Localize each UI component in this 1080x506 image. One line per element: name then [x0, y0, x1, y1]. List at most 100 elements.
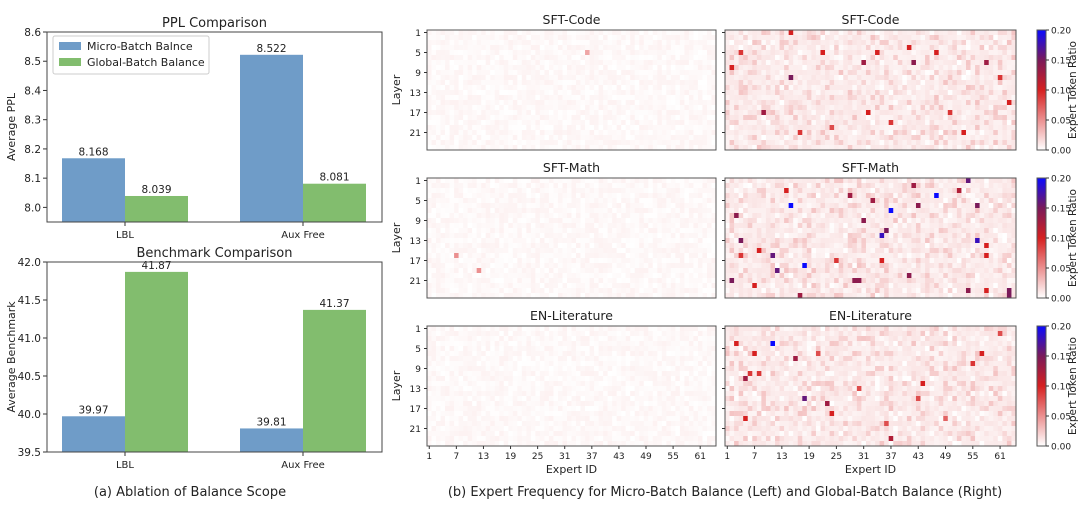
- heatmap-cell: [961, 183, 967, 189]
- heatmap-cell: [865, 85, 871, 91]
- heatmap-cell: [788, 120, 794, 126]
- heatmap-cell: [770, 183, 776, 189]
- heatmap-cell: [775, 178, 780, 184]
- heatmap-cell: [481, 188, 487, 194]
- heatmap-cell: [639, 263, 645, 269]
- heatmap-cell: [847, 60, 853, 66]
- heatmap-cell: [997, 135, 1003, 141]
- heatmap-cell: [467, 110, 473, 116]
- heatmap-cell: [747, 50, 753, 56]
- heatmap-cell: [688, 243, 694, 249]
- heatmap-cell: [467, 293, 473, 299]
- heatmap-cell: [657, 263, 663, 269]
- heatmap-cell: [494, 75, 500, 81]
- heatmap-cell: [557, 30, 563, 36]
- heatmap-cell: [1011, 178, 1017, 184]
- heatmap-cell: [481, 203, 487, 209]
- heatmap-cell: [1011, 120, 1017, 126]
- heatmap-cell: [943, 40, 949, 46]
- heatmap-cell: [952, 100, 958, 106]
- heatmap-cell: [765, 35, 771, 41]
- heatmap-cell: [679, 273, 685, 279]
- heatmap-cell: [535, 80, 541, 86]
- heatmap-cell: [993, 193, 999, 199]
- heatmap-cell: [965, 105, 971, 111]
- heatmap-cell: [838, 30, 844, 36]
- heatmap-cell: [594, 100, 599, 106]
- heatmap-cell: [481, 228, 487, 234]
- heatmap-cell: [938, 95, 944, 101]
- heatmap-cell: [797, 188, 803, 194]
- heatmap-cell: [697, 105, 703, 111]
- heatmap-cell: [802, 105, 808, 111]
- heatmap-cell: [820, 85, 826, 91]
- heatmap-cell: [738, 90, 744, 96]
- heatmap-cell: [688, 218, 694, 224]
- heatmap-cell: [743, 105, 749, 111]
- heatmap-cell: [711, 278, 717, 284]
- heatmap-cell: [847, 80, 853, 86]
- heatmap-cell: [838, 188, 844, 194]
- heatmap-cell: [503, 60, 509, 66]
- heatmap-cell: [1006, 60, 1012, 66]
- heatmap-cell: [934, 50, 940, 56]
- heatmap-cell: [517, 135, 523, 141]
- heatmap-cell: [571, 223, 577, 229]
- heatmap-cell: [743, 188, 749, 194]
- heatmap-cell: [512, 248, 518, 254]
- heatmap-cell: [843, 40, 849, 46]
- heatmap-cell: [934, 40, 940, 46]
- heatmap-cell: [535, 70, 541, 76]
- heatmap-cell: [485, 198, 491, 204]
- heatmap-cell: [463, 75, 468, 81]
- heatmap-cell: [612, 253, 617, 259]
- heatmap-cell: [499, 110, 505, 116]
- heatmap-cell: [512, 228, 518, 234]
- heatmap-cell: [585, 100, 590, 106]
- heatmap-cell: [657, 243, 663, 249]
- heatmap-cell: [548, 218, 554, 224]
- heatmap-cell: [494, 208, 500, 214]
- heatmap-cell: [856, 65, 862, 71]
- heatmap-cell: [1006, 193, 1012, 199]
- heatmap-cell: [911, 40, 917, 46]
- heatmap-cell: [571, 90, 577, 96]
- heatmap-cell: [915, 193, 921, 199]
- heatmap-cell: [576, 188, 581, 194]
- heatmap-cell: [852, 193, 858, 199]
- heatmap-cell: [947, 120, 953, 126]
- heatmap-cell: [952, 140, 958, 146]
- heatmap-cell: [598, 80, 604, 86]
- heatmap-cell: [481, 243, 487, 249]
- heatmap-cell: [806, 135, 812, 141]
- heatmap-cell: [934, 70, 940, 76]
- heatmap-cell: [499, 193, 505, 199]
- heatmap-cell: [684, 183, 690, 189]
- heatmap-cell: [693, 203, 699, 209]
- heatmap-cell: [621, 125, 626, 131]
- heatmap-cell: [481, 145, 487, 151]
- heatmap-cell: [445, 223, 450, 229]
- heatmap-cell: [445, 213, 450, 219]
- heatmap-cell: [952, 65, 958, 71]
- heatmap-cell: [756, 45, 762, 51]
- heatmap-cell: [566, 213, 572, 219]
- heatmap-cell: [539, 50, 545, 56]
- heatmap-cell: [458, 135, 464, 141]
- heatmap-cell: [747, 120, 753, 126]
- heatmap-cell: [571, 65, 577, 71]
- heatmap-cell: [503, 283, 509, 289]
- heatmap-cell: [756, 135, 762, 141]
- heatmap-cell: [512, 55, 518, 61]
- heatmap-cell: [765, 140, 771, 146]
- heatmap-cell: [526, 65, 532, 71]
- heatmap-cell: [815, 75, 821, 81]
- heatmap-cell: [934, 145, 940, 151]
- heatmap-cell: [779, 178, 785, 184]
- heatmap-cell: [539, 183, 545, 189]
- heatmap-cell: [530, 198, 536, 204]
- heatmap-cell: [788, 130, 794, 136]
- heatmap-cell: [458, 95, 464, 101]
- heatmap-cell: [811, 30, 817, 36]
